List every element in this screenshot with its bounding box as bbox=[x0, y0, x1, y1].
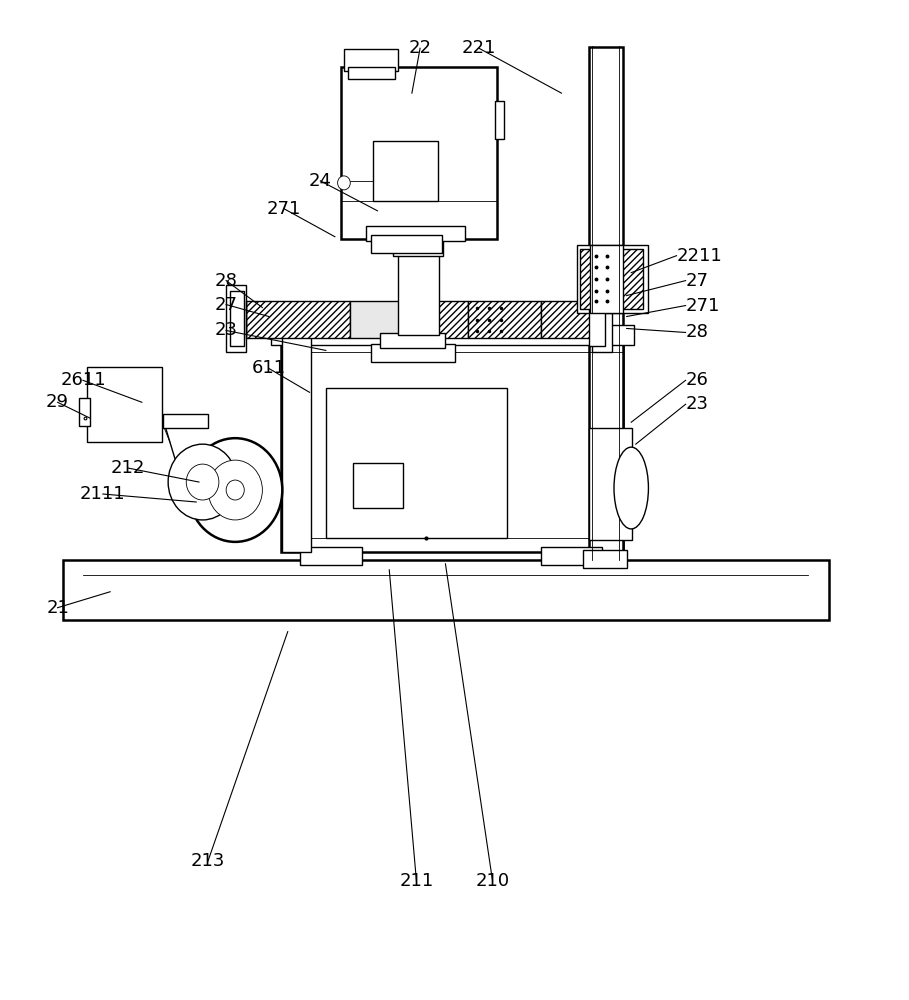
Bar bbox=[495, 101, 504, 139]
Text: 221: 221 bbox=[462, 39, 496, 57]
Text: 26: 26 bbox=[685, 371, 708, 389]
Bar bbox=[365, 226, 465, 241]
Text: 27: 27 bbox=[685, 272, 709, 290]
Bar bbox=[371, 344, 454, 362]
Bar bbox=[589, 291, 604, 346]
Text: 210: 210 bbox=[475, 872, 510, 890]
Circle shape bbox=[337, 176, 350, 190]
Bar bbox=[226, 285, 246, 352]
Bar bbox=[230, 291, 245, 346]
Text: 27: 27 bbox=[215, 296, 237, 314]
Bar bbox=[584, 550, 626, 568]
Text: 29: 29 bbox=[46, 393, 69, 411]
Bar bbox=[468, 301, 541, 338]
Text: 213: 213 bbox=[191, 852, 225, 870]
Bar bbox=[589, 47, 623, 560]
Text: 24: 24 bbox=[309, 172, 332, 190]
Bar bbox=[405, 301, 468, 338]
Bar bbox=[341, 67, 497, 239]
Text: 22: 22 bbox=[408, 39, 432, 57]
Text: 21: 21 bbox=[46, 599, 69, 617]
Bar bbox=[593, 285, 612, 352]
Bar bbox=[371, 235, 442, 253]
Bar bbox=[283, 332, 311, 552]
Bar bbox=[87, 367, 162, 442]
Bar bbox=[580, 249, 604, 309]
Text: 2611: 2611 bbox=[60, 371, 105, 389]
Bar bbox=[347, 67, 395, 79]
Text: 271: 271 bbox=[685, 297, 720, 315]
Bar bbox=[344, 49, 398, 71]
Text: 271: 271 bbox=[267, 200, 301, 218]
Text: 23: 23 bbox=[685, 395, 709, 413]
Bar bbox=[541, 547, 603, 565]
Bar bbox=[373, 141, 438, 201]
Bar bbox=[589, 428, 632, 540]
Bar bbox=[393, 238, 443, 256]
Bar bbox=[577, 245, 647, 313]
Bar bbox=[398, 254, 439, 335]
Bar bbox=[79, 398, 90, 426]
Text: 2211: 2211 bbox=[676, 247, 723, 265]
Bar bbox=[163, 414, 208, 428]
Bar bbox=[350, 301, 405, 338]
Circle shape bbox=[226, 480, 245, 500]
Text: 611: 611 bbox=[252, 359, 285, 377]
Text: 2111: 2111 bbox=[80, 485, 125, 503]
Bar bbox=[353, 463, 403, 508]
Circle shape bbox=[208, 460, 263, 520]
Text: 28: 28 bbox=[685, 323, 708, 341]
Bar bbox=[281, 337, 623, 552]
Text: 23: 23 bbox=[215, 321, 237, 339]
Bar bbox=[380, 333, 445, 348]
Circle shape bbox=[186, 464, 219, 500]
Bar bbox=[63, 560, 829, 620]
Text: 211: 211 bbox=[399, 872, 434, 890]
Bar bbox=[541, 301, 595, 338]
Bar bbox=[325, 388, 507, 538]
Bar bbox=[591, 245, 623, 313]
Text: 212: 212 bbox=[111, 459, 145, 477]
Ellipse shape bbox=[614, 447, 648, 529]
Bar bbox=[192, 480, 235, 498]
Circle shape bbox=[168, 444, 237, 520]
Bar bbox=[272, 325, 634, 345]
Bar bbox=[301, 547, 362, 565]
Text: 28: 28 bbox=[215, 272, 237, 290]
Bar bbox=[608, 249, 643, 309]
Circle shape bbox=[188, 438, 283, 542]
Bar bbox=[246, 301, 350, 338]
